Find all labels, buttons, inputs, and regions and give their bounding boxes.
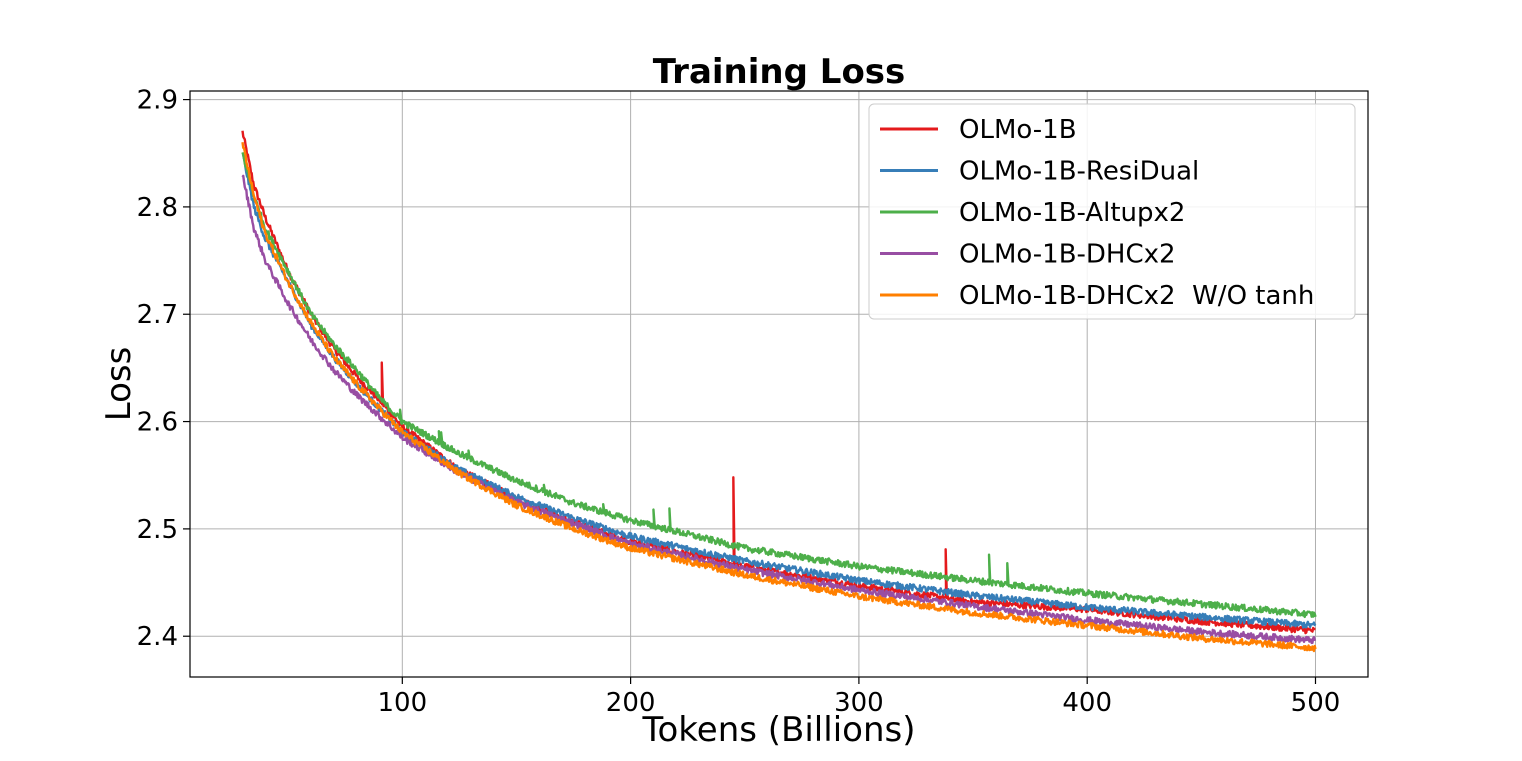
legend: OLMo-1B OLMo-1B-ResiDual OLMo-1B-Altupx2 OL…: [868, 103, 1356, 320]
y-axis-label: Loss: [99, 347, 139, 422]
chart-title: Training Loss: [653, 52, 906, 92]
y-tick-label: 2.8: [137, 193, 178, 223]
legend-label: OLMo-1B: [959, 115, 1077, 145]
axis-ticks: 100 200 300 400 500 2.4 2.5 2.6 2.7 2.8 2.9: [137, 86, 1341, 718]
series-line-4: [241, 174, 1317, 645]
y-tick-label: 2.6: [137, 408, 178, 438]
x-tick-label: 400: [1062, 688, 1112, 718]
legend-label: OLMo-1B-Altupx2: [959, 198, 1185, 228]
series-line-3: [241, 152, 1317, 619]
plot-frame: [189, 90, 1369, 678]
y-tick-label: 2.9: [137, 86, 178, 116]
legend-label: OLMo-1B-ResiDual: [959, 157, 1199, 187]
y-tick-label: 2.5: [137, 515, 178, 545]
x-axis-label: Tokens (Billions): [642, 710, 916, 750]
x-tick-label: 500: [1291, 688, 1341, 718]
series-line-5: [241, 141, 1317, 653]
y-tick-label: 2.4: [137, 622, 178, 652]
legend-box: [868, 103, 1356, 320]
series-lines: [241, 130, 1317, 653]
y-tick-label: 2.7: [137, 300, 178, 330]
legend-label: OLMo-1B-DHCx2 W/O tanh: [959, 281, 1314, 311]
x-tick-label: 300: [834, 688, 884, 718]
legend-label: OLMo-1B-DHCx2: [959, 240, 1176, 270]
x-tick-label: 200: [606, 688, 656, 718]
x-tick-label: 100: [377, 688, 427, 718]
